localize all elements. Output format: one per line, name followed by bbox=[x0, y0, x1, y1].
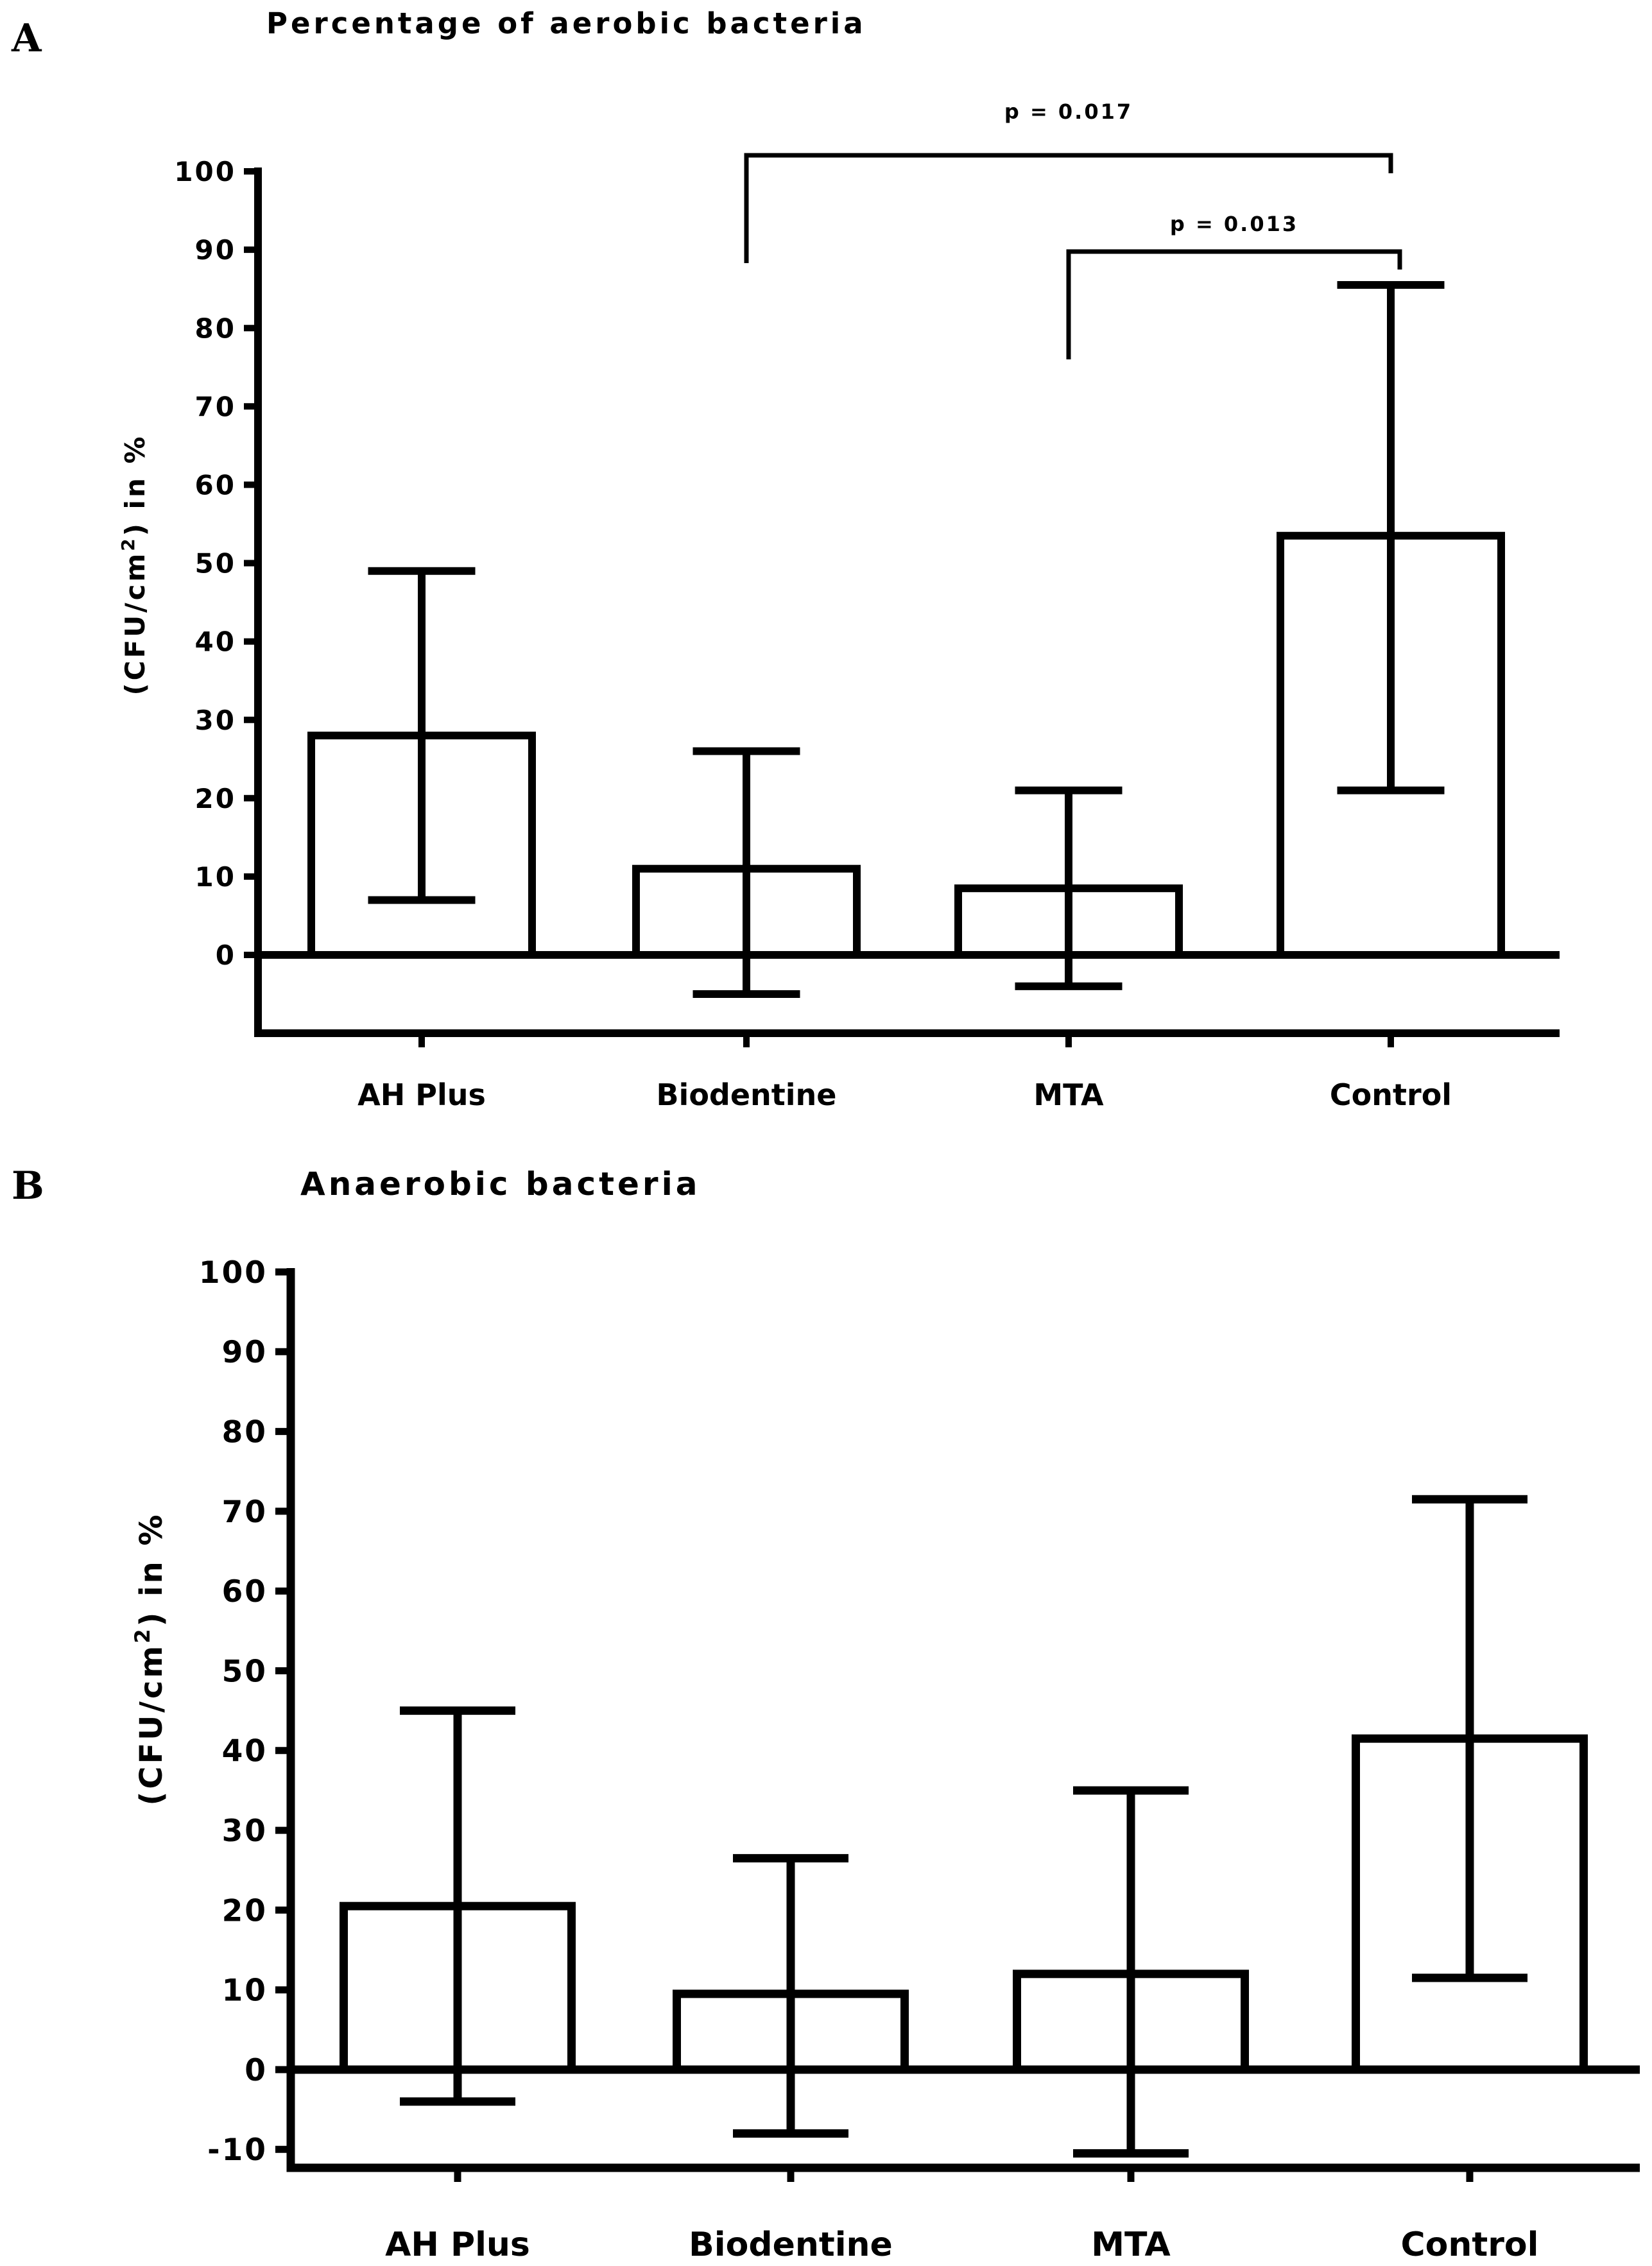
y-tick-label: 80 bbox=[195, 313, 236, 344]
y-tick-label: 80 bbox=[222, 1415, 268, 1450]
y-tick-label: 40 bbox=[195, 626, 236, 658]
y-tick-label: 100 bbox=[199, 1255, 268, 1291]
y-tick-label: 50 bbox=[222, 1654, 268, 1689]
panel-a-letter: A bbox=[11, 16, 42, 61]
category-label: AH Plus bbox=[385, 2226, 530, 2264]
y-tick-label: 30 bbox=[195, 705, 236, 736]
panel-b-ylabel: (CFU/cm2) in % bbox=[130, 1512, 169, 1805]
panel-b-ylabel-sup: 2 bbox=[130, 1626, 155, 1643]
y-tick-label: -10 bbox=[207, 2133, 268, 2168]
panel-a-ylabel-prefix: (CFU/cm bbox=[119, 551, 151, 696]
panel-b-title: Anaerobic bacteria bbox=[300, 1165, 700, 1203]
category-label: MTA bbox=[1033, 1077, 1104, 1112]
significance-label: p = 0.013 bbox=[1170, 212, 1298, 236]
panel-a-ylabel-sup: 2 bbox=[117, 536, 139, 551]
category-label: Control bbox=[1330, 1077, 1452, 1112]
y-tick-label: 0 bbox=[216, 940, 236, 971]
panel-a-ylabel: (CFU/cm2) in % bbox=[117, 434, 151, 695]
y-tick-label: 40 bbox=[222, 1734, 268, 1769]
y-tick-label: 20 bbox=[222, 1893, 268, 1928]
category-label: Control bbox=[1401, 2226, 1539, 2264]
category-label: Biodentine bbox=[656, 1077, 836, 1112]
panel-a-ylabel-suffix: ) in % bbox=[119, 434, 151, 536]
y-tick-label: 0 bbox=[245, 2053, 268, 2088]
panel-a: A Percentage of aerobic bacteria (CFU/cm… bbox=[11, 6, 1560, 1112]
category-label: AH Plus bbox=[357, 1077, 486, 1112]
y-tick-label: 30 bbox=[222, 1814, 268, 1849]
y-tick-label: 50 bbox=[195, 548, 236, 579]
y-tick-label: 20 bbox=[195, 783, 236, 814]
y-tick-label: 60 bbox=[222, 1574, 268, 1609]
significance-bracket bbox=[1066, 249, 1402, 359]
panel-b-ylabel-suffix: ) in % bbox=[133, 1512, 169, 1626]
y-tick-label: 60 bbox=[195, 470, 236, 501]
y-tick-label: 10 bbox=[195, 861, 236, 893]
panel-b-letter: B bbox=[12, 1163, 44, 1208]
category-label: MTA bbox=[1091, 2226, 1170, 2264]
panel-a-title: Percentage of aerobic bacteria bbox=[266, 6, 866, 40]
y-tick-label: 10 bbox=[222, 1973, 268, 2009]
y-tick-label: 90 bbox=[222, 1335, 268, 1370]
panel-b-ylabel-prefix: (CFU/cm bbox=[133, 1644, 169, 1806]
y-tick-label: 90 bbox=[195, 234, 236, 266]
category-label: Biodentine bbox=[689, 2226, 893, 2264]
significance-bracket bbox=[744, 153, 1393, 263]
significance-label: p = 0.017 bbox=[1004, 99, 1133, 124]
y-tick-label: 100 bbox=[174, 156, 236, 187]
y-tick-label: 70 bbox=[195, 391, 236, 422]
panel-b: B Anaerobic bacteria (CFU/cm2) in % 1009… bbox=[12, 1163, 1640, 2264]
y-tick-label: 70 bbox=[222, 1495, 268, 1530]
